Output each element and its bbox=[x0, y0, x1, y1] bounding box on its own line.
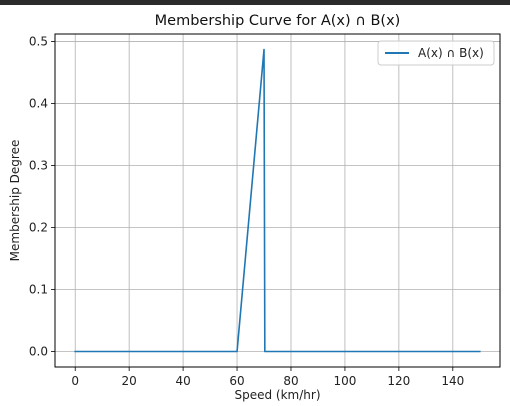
y-tick-label: 0.4 bbox=[29, 96, 48, 110]
membership-chart: Membership Curve for A(x) ∩ B(x) 0 20 40 60… bbox=[8, 13, 501, 402]
legend-box bbox=[377, 40, 495, 66]
x-tick-label: 140 bbox=[441, 374, 464, 388]
legend: A(x) ∩ B(x) bbox=[377, 40, 495, 66]
x-tick-label: 80 bbox=[283, 374, 298, 388]
legend-entry-label: A(x) ∩ B(x) bbox=[418, 46, 484, 60]
axis-ticks: 0 20 40 60 80 100 120 140 0.0 0.1 0.2 0.3 0.4 0.5 bbox=[29, 34, 464, 388]
x-tick-label: 100 bbox=[333, 374, 356, 388]
x-tick-label: 120 bbox=[387, 374, 410, 388]
y-tick-label: 0.1 bbox=[29, 282, 48, 296]
x-tick-label: 0 bbox=[71, 374, 79, 388]
grid-lines bbox=[55, 34, 500, 367]
y-axis-label: Membership Degree bbox=[8, 140, 22, 262]
y-tick-label: 0.5 bbox=[29, 34, 48, 48]
chart-figure: Membership Curve for A(x) ∩ B(x) 0 20 40 60… bbox=[0, 5, 510, 406]
x-tick-label: 40 bbox=[175, 374, 190, 388]
series-lines bbox=[74, 48, 481, 353]
x-axis-label: Speed (km/hr) bbox=[234, 388, 320, 402]
x-tick-label: 20 bbox=[122, 374, 137, 388]
y-tick-label: 0.2 bbox=[29, 220, 48, 234]
chart-title: Membership Curve for A(x) ∩ B(x) bbox=[155, 13, 401, 29]
y-tick-label: 0.0 bbox=[29, 344, 48, 358]
plot-frame bbox=[54, 33, 501, 368]
x-tick-label: 60 bbox=[229, 374, 244, 388]
y-tick-label: 0.3 bbox=[29, 158, 48, 172]
series-line bbox=[74, 48, 481, 353]
